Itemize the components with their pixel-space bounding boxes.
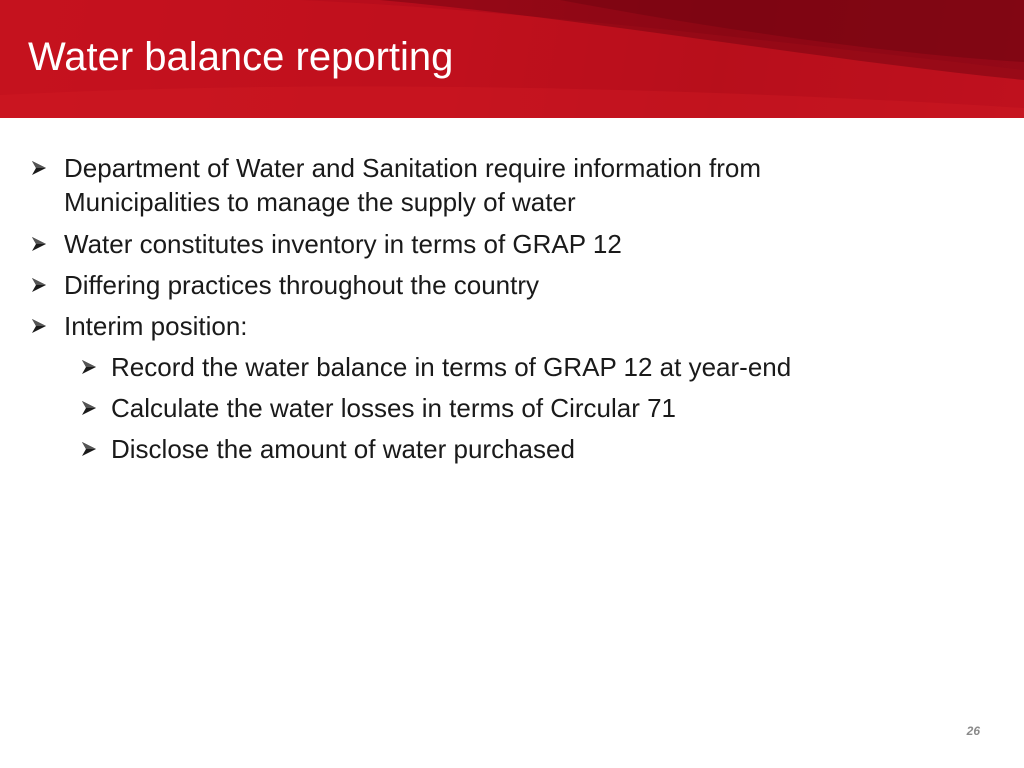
page-number: 26 bbox=[966, 724, 980, 738]
bullet-item: Department of Water and Sanitation requi… bbox=[30, 151, 850, 219]
arrowhead-bullet-icon bbox=[80, 432, 111, 466]
bullet-text: Interim position: bbox=[64, 311, 248, 341]
arrowhead-bullet-icon bbox=[80, 391, 111, 425]
arrowhead-bullet-icon bbox=[30, 309, 64, 343]
sub-bullet-text: Disclose the amount of water purchased bbox=[111, 434, 575, 464]
sub-bullet-item: Calculate the water losses in terms of C… bbox=[80, 391, 960, 425]
sub-bullet-item: Record the water balance in terms of GRA… bbox=[80, 350, 960, 384]
arrowhead-bullet-icon bbox=[30, 227, 64, 261]
bullet-text: Water constitutes inventory in terms of … bbox=[64, 229, 622, 259]
bullet-item: Differing practices throughout the count… bbox=[30, 268, 850, 302]
arrowhead-bullet-icon bbox=[80, 350, 111, 384]
bullet-item: Water constitutes inventory in terms of … bbox=[30, 227, 850, 261]
slide-title: Water balance reporting bbox=[28, 35, 454, 79]
arrowhead-bullet-icon bbox=[30, 268, 64, 302]
sub-bullet-text: Calculate the water losses in terms of C… bbox=[111, 393, 677, 423]
banner-swoosh-decoration bbox=[0, 0, 1024, 118]
bullet-item: Interim position: bbox=[30, 309, 850, 343]
title-banner: Water balance reporting bbox=[0, 0, 1024, 118]
sub-bullet-item: Disclose the amount of water purchased bbox=[80, 432, 960, 466]
bullet-text: Differing practices throughout the count… bbox=[64, 270, 540, 300]
sub-bullet-text: Record the water balance in terms of GRA… bbox=[111, 352, 792, 382]
bullet-text: Department of Water and Sanitation requi… bbox=[64, 153, 762, 217]
arrowhead-bullet-icon bbox=[30, 151, 64, 185]
